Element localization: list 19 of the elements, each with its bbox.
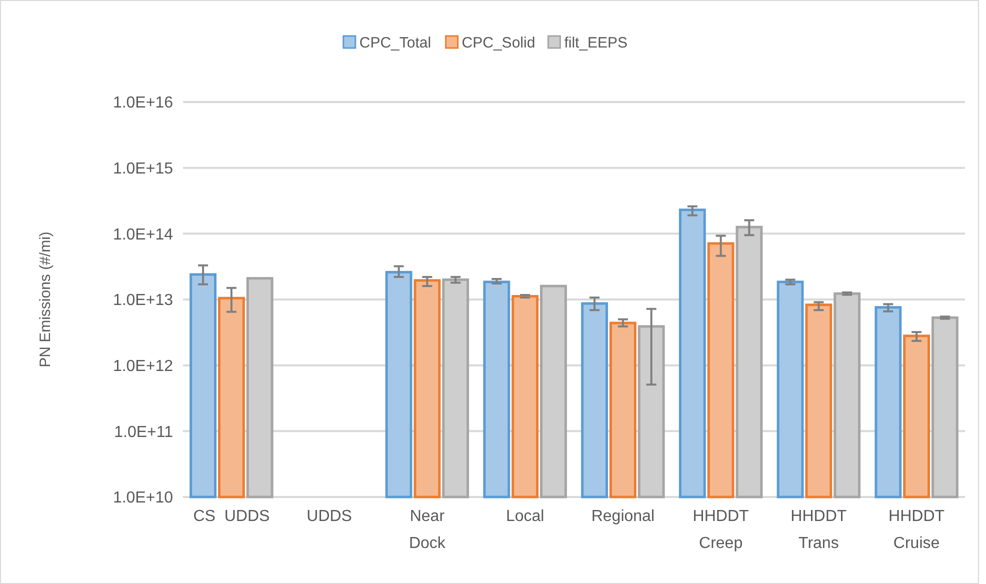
y-tick-label: 1.0E+13	[112, 292, 174, 310]
legend-label: CPC_Solid	[462, 34, 536, 52]
x-tick-label: CS UDDS	[193, 508, 270, 525]
x-tick-label: HHDDT Creep	[692, 508, 750, 552]
x-tick-label: Local	[506, 508, 544, 525]
x-tick-label: HHDDT Cruise	[888, 508, 945, 552]
x-tick-label: Regional	[591, 508, 655, 525]
legend-label: CPC_Total	[359, 34, 432, 52]
legend-label: filt_EEPS	[564, 34, 628, 52]
y-tick-label: 1.0E+11	[114, 424, 174, 441]
y-tick-label: 1.0E+15	[112, 160, 174, 178]
y-axis-title: PN Emissions (#/mi)	[37, 232, 54, 368]
x-tick-label: HHDDT Trans	[790, 508, 847, 552]
y-tick-label: 1.0E+12	[112, 358, 174, 375]
x-tick-label: Near Dock	[408, 508, 446, 552]
x-tick-label: UDDS	[306, 508, 352, 525]
y-tick-label: 1.0E+14	[112, 226, 174, 244]
y-tick-label: 1.0E+10	[112, 490, 174, 507]
y-tick-label: 1.0E+16	[112, 94, 174, 112]
